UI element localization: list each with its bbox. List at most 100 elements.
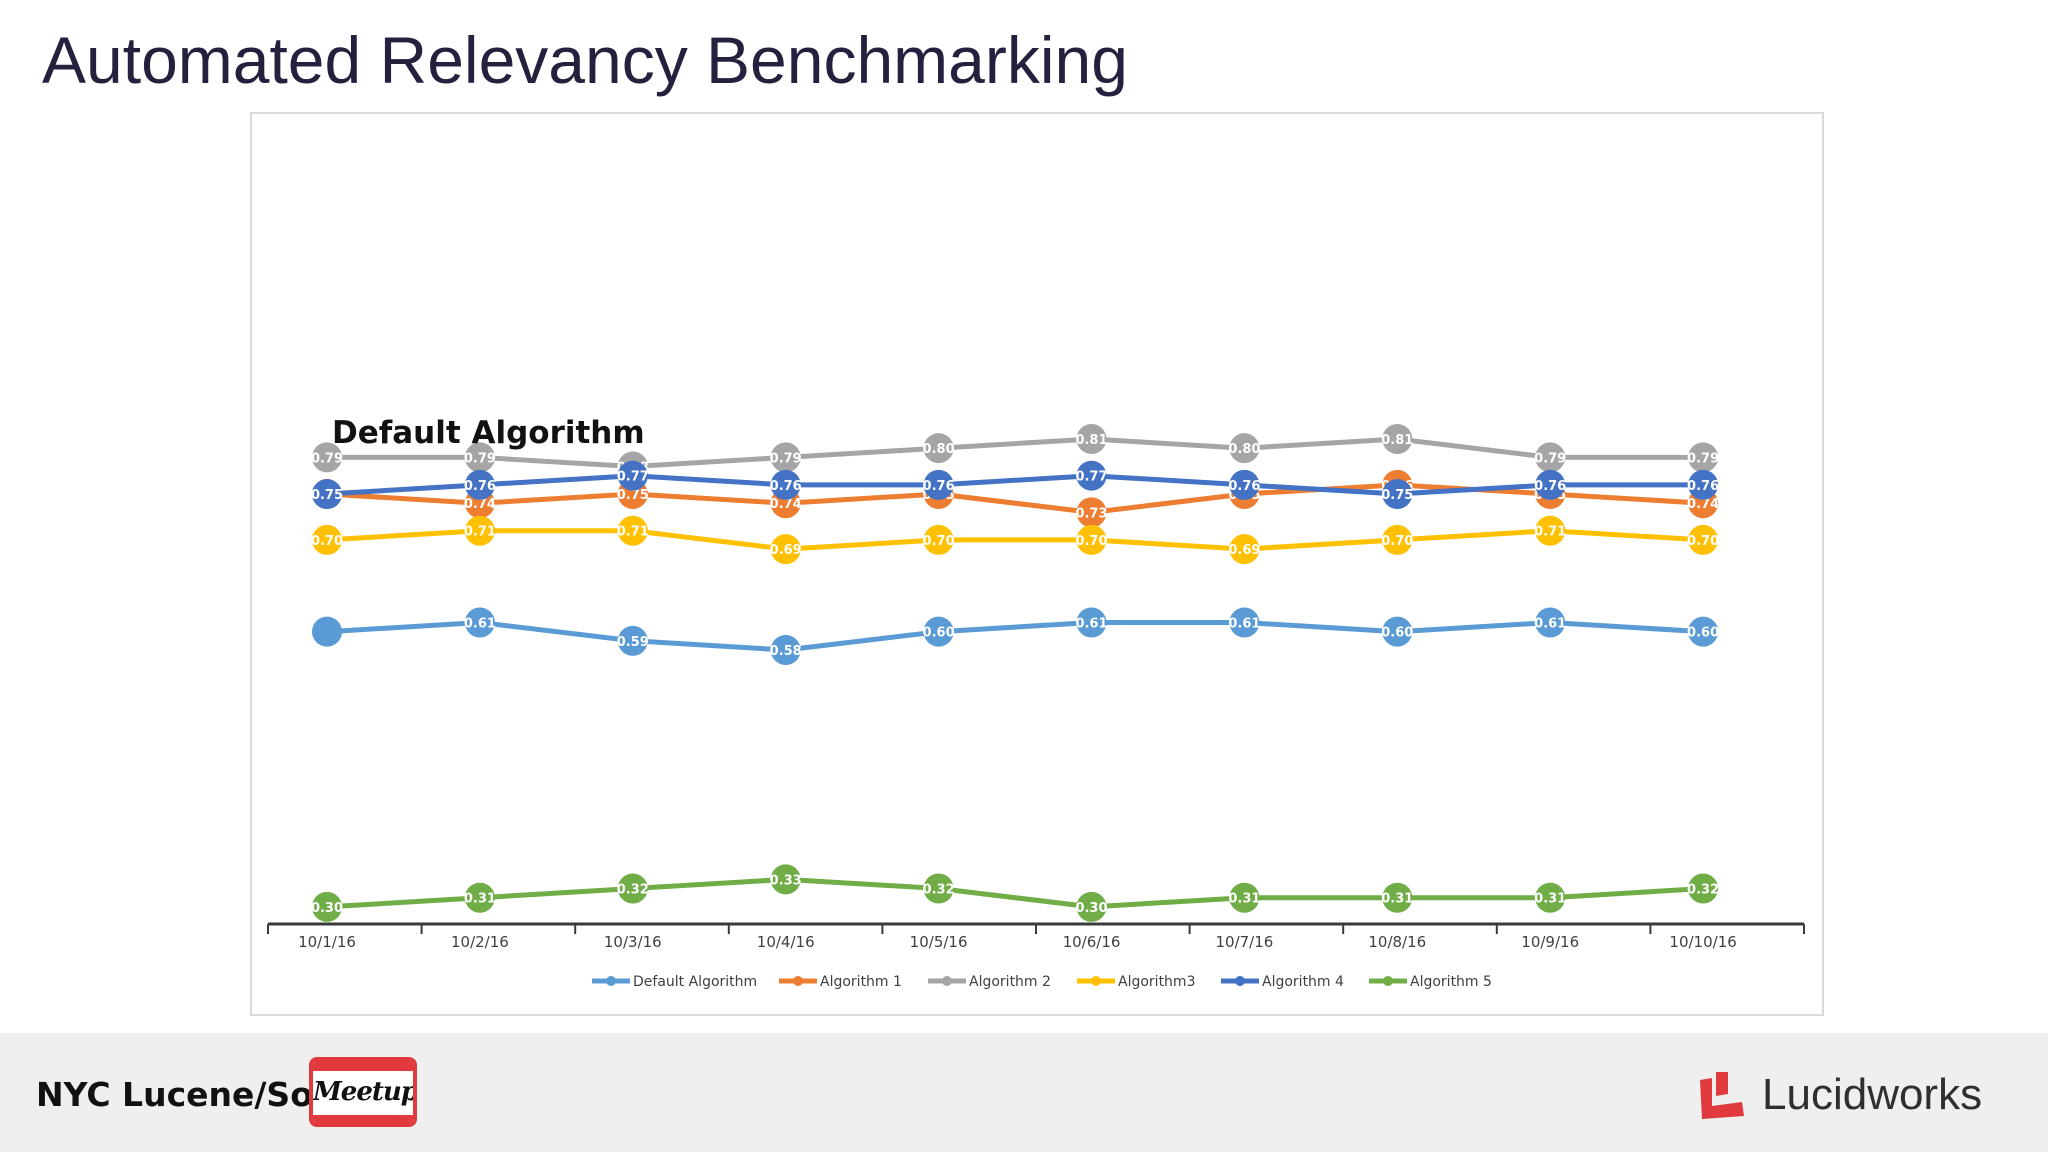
data-label: 0.73 [1075, 506, 1107, 521]
data-label: 0.75 [1381, 488, 1413, 503]
meetup-logo-text: Meetup [313, 1077, 417, 1107]
data-label: 0.79 [311, 451, 343, 466]
data-point [312, 524, 342, 555]
chart-annotation: Default Algorithm [332, 415, 645, 451]
data-label: 0.33 [770, 873, 802, 888]
data-point [1382, 424, 1413, 455]
x-tick-label: 10/1/16 [298, 933, 356, 951]
data-point [1229, 534, 1260, 565]
data-point [1382, 479, 1413, 510]
data-point [1076, 424, 1107, 455]
data-label: 0.79 [1534, 451, 1566, 466]
data-label: 0.69 [1228, 543, 1260, 558]
brand-name: Lucidworks [1762, 1070, 1983, 1119]
data-point [1229, 882, 1260, 913]
data-point [1076, 607, 1107, 638]
data-label: 0.75 [617, 488, 649, 503]
data-label: 0.71 [1534, 525, 1566, 540]
series-line-4 [326, 528, 1704, 552]
lucidworks-logo-icon [1700, 1072, 1744, 1119]
legend-marker [1235, 976, 1245, 986]
data-point [770, 635, 801, 666]
series-line-3 [327, 436, 1704, 469]
legend-marker [942, 976, 952, 986]
data-point [617, 460, 648, 491]
data-point [1382, 524, 1413, 555]
data-label: 0.30 [1075, 901, 1107, 916]
data-point [312, 616, 342, 647]
data-label: 0.32 [617, 883, 649, 898]
data-label: 0.70 [1381, 534, 1413, 549]
data-label: 0.79 [770, 451, 802, 466]
data-label: 0.76 [464, 479, 496, 494]
data-label: 0.61 [1075, 616, 1107, 631]
legend-label: Algorithm 5 [1410, 974, 1492, 990]
data-label: 0.58 [770, 644, 802, 659]
data-label: 0.76 [1687, 479, 1719, 494]
data-label: 0.80 [1228, 442, 1260, 457]
data-label: 0.79 [464, 451, 496, 466]
data-label: 0.60 [1381, 626, 1413, 641]
data-point [617, 873, 648, 904]
data-point [1076, 891, 1107, 922]
data-label: 0.69 [770, 543, 802, 558]
data-label: 0.31 [1534, 892, 1566, 907]
data-label: 0.61 [1534, 616, 1566, 631]
data-label: 0.77 [1075, 470, 1107, 485]
data-label: 0.80 [923, 442, 955, 457]
legend-marker [1091, 976, 1101, 986]
legend-label: Algorithm 1 [820, 974, 902, 990]
data-label: 0.70 [923, 534, 955, 549]
data-label: 0.32 [923, 883, 955, 898]
data-label: 0.81 [1075, 433, 1107, 448]
data-point [1535, 882, 1566, 913]
legend-marker [606, 976, 616, 986]
data-point [770, 442, 801, 473]
data-label: 0.61 [1228, 616, 1260, 631]
chart-frame: 0.61 0.59 0.58 0.60 0.61 0.61 0.60 0.61 0.60 0.75… [250, 112, 1824, 1016]
data-label: 0.76 [1228, 479, 1260, 494]
data-point [923, 524, 954, 555]
data-point [923, 433, 954, 464]
series-line-1 [326, 620, 1704, 653]
data-label: 0.70 [1075, 534, 1107, 549]
data-label: 0.31 [464, 892, 496, 907]
data-point [464, 882, 495, 913]
meetup-logo: Meetup [309, 1057, 417, 1127]
data-label: 0.60 [1687, 626, 1719, 641]
data-label: 0.31 [1381, 892, 1413, 907]
data-point [770, 469, 801, 500]
data-point [1382, 882, 1413, 913]
data-label: 0.75 [311, 488, 343, 503]
series-line-6 [326, 876, 1704, 910]
data-point [1382, 616, 1413, 647]
legend-marker [793, 976, 803, 986]
x-tick-label: 10/2/16 [451, 933, 509, 951]
data-point [312, 891, 342, 922]
data-label: 0.32 [1687, 883, 1719, 898]
data-point [1076, 497, 1107, 528]
data-point [312, 479, 342, 510]
data-point [770, 534, 801, 565]
x-tick-label: 10/3/16 [604, 933, 662, 951]
data-label: 0.74 [464, 497, 496, 512]
data-point [1229, 607, 1260, 638]
x-tick-label: 10/10/16 [1669, 933, 1736, 951]
data-point [923, 469, 954, 500]
data-label: 0.77 [617, 470, 649, 485]
legend-label: Algorithm 2 [969, 974, 1051, 990]
data-point [1535, 515, 1566, 546]
x-tick-label: 10/9/16 [1521, 933, 1579, 951]
x-tick-label: 10/8/16 [1368, 933, 1426, 951]
legend-label: Algorithm 4 [1262, 974, 1344, 990]
legend-marker [1383, 976, 1393, 986]
data-point [1688, 616, 1719, 647]
data-label: 0.71 [617, 525, 649, 540]
series-line-5 [326, 473, 1704, 497]
data-point [1688, 524, 1719, 555]
data-point [464, 442, 495, 473]
data-point [1535, 469, 1566, 500]
data-label: 0.31 [1228, 892, 1260, 907]
data-label: 0.81 [1381, 433, 1413, 448]
data-label: 0.71 [464, 525, 496, 540]
